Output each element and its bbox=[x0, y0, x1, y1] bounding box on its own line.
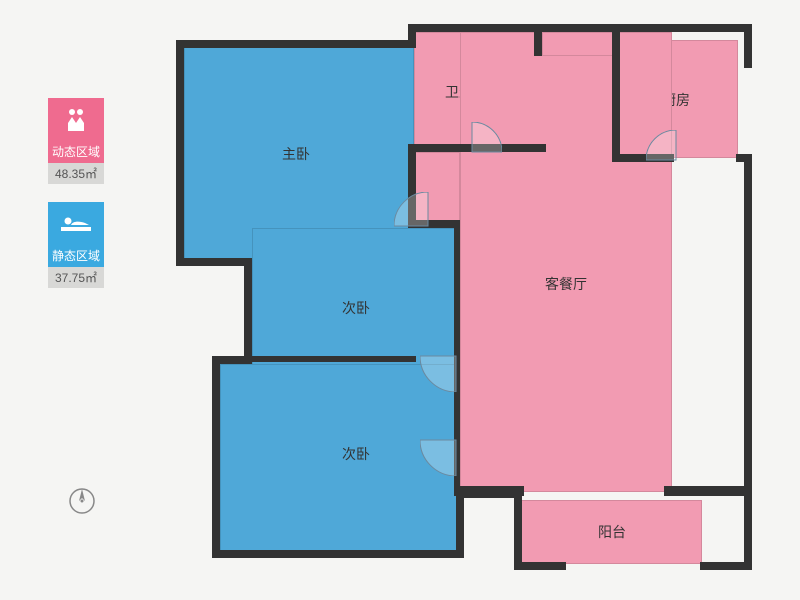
compass-icon bbox=[68, 487, 96, 515]
legend-static-value: 37.75㎡ bbox=[48, 267, 104, 288]
legend-dynamic-label: 动态区域 bbox=[48, 140, 104, 163]
wall-12 bbox=[212, 356, 220, 556]
wall-11 bbox=[212, 550, 464, 558]
sleep-icon bbox=[48, 202, 104, 244]
wall-8 bbox=[514, 490, 522, 570]
legend-static: 静态区域 37.75㎡ bbox=[48, 202, 108, 288]
wall-18 bbox=[408, 220, 458, 228]
room-sec2 bbox=[220, 364, 460, 554]
wall-21 bbox=[408, 144, 546, 152]
wall-25 bbox=[664, 486, 752, 496]
wall-15 bbox=[176, 258, 252, 266]
wall-6 bbox=[700, 562, 752, 570]
wall-17 bbox=[408, 144, 416, 226]
room-corr bbox=[542, 32, 616, 56]
wall-0 bbox=[176, 40, 416, 48]
wall-23 bbox=[612, 154, 674, 162]
wall-22 bbox=[612, 32, 620, 160]
wall-10 bbox=[456, 490, 464, 558]
room-hall bbox=[414, 152, 460, 228]
wall-19 bbox=[252, 356, 416, 362]
room-balcony bbox=[520, 500, 702, 564]
wall-3 bbox=[744, 24, 752, 68]
legend-static-label: 静态区域 bbox=[48, 244, 104, 267]
room-living bbox=[460, 32, 672, 492]
wall-16 bbox=[176, 40, 184, 266]
wall-5 bbox=[744, 154, 752, 570]
wall-26 bbox=[460, 486, 524, 496]
wall-20 bbox=[454, 220, 460, 496]
floorplan: 主卧次卧次卧卫生间厨房客餐厅阳台 bbox=[176, 24, 756, 576]
legend-dynamic: 动态区域 48.35㎡ bbox=[48, 98, 108, 184]
wall-14 bbox=[244, 258, 252, 364]
legend-panel: 动态区域 48.35㎡ 静态区域 37.75㎡ bbox=[48, 98, 108, 306]
wall-24 bbox=[534, 32, 542, 56]
legend-dynamic-value: 48.35㎡ bbox=[48, 163, 104, 184]
wall-2 bbox=[408, 24, 752, 32]
people-icon bbox=[48, 98, 104, 140]
